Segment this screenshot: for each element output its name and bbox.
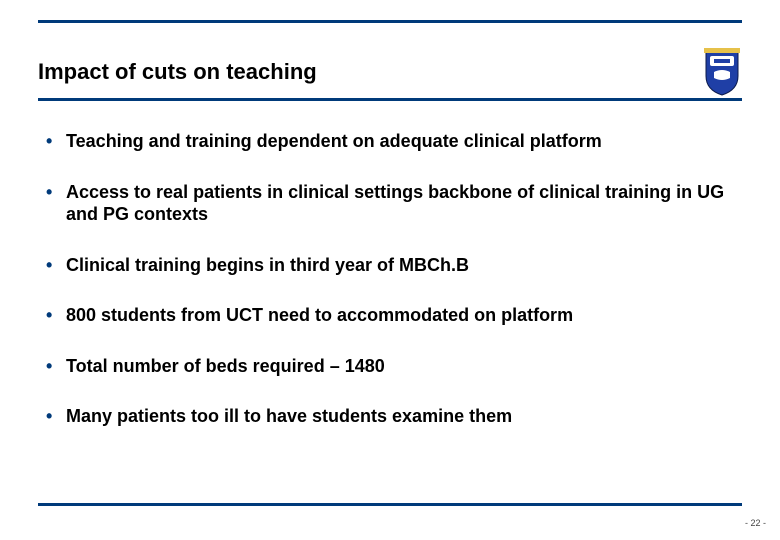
list-item: Clinical training begins in third year o… — [38, 254, 742, 277]
list-item: 800 students from UCT need to accommodat… — [38, 304, 742, 327]
bottom-horizontal-rule — [38, 503, 742, 506]
list-item: Many patients too ill to have students e… — [38, 405, 742, 428]
slide-title: Impact of cuts on teaching — [38, 59, 317, 85]
university-crest-icon — [702, 48, 742, 96]
top-horizontal-rule — [38, 20, 742, 23]
list-item: Total number of beds required – 1480 — [38, 355, 742, 378]
list-item: Access to real patients in clinical sett… — [38, 181, 742, 226]
title-underline-rule — [38, 98, 742, 101]
page-number: - 22 - — [745, 518, 766, 528]
list-item: Teaching and training dependent on adequ… — [38, 130, 742, 153]
content-area: Teaching and training dependent on adequ… — [38, 130, 742, 456]
header-row: Impact of cuts on teaching — [38, 48, 742, 96]
bullet-list: Teaching and training dependent on adequ… — [38, 130, 742, 428]
